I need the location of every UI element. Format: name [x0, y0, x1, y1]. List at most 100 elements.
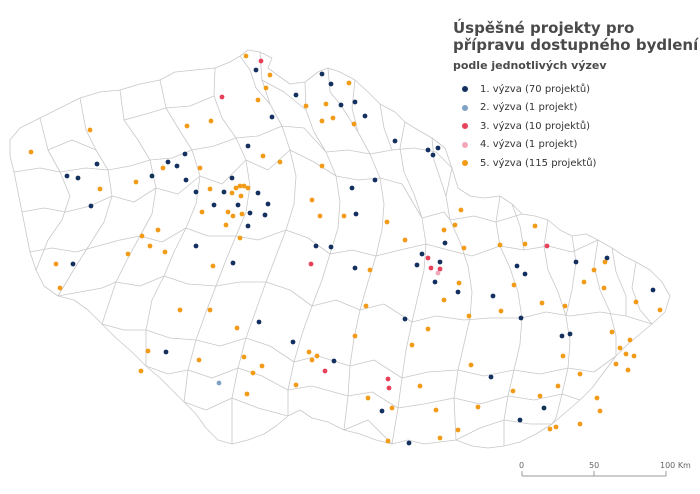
vyzva5-point: [241, 183, 247, 189]
vyzva5-point: [277, 159, 283, 165]
vyzva5-point: [522, 241, 528, 247]
vyzva3-point: [437, 266, 443, 272]
vyzva5-point: [351, 121, 357, 127]
vyzva5-point: [239, 211, 245, 217]
vyzva5-point: [177, 307, 183, 313]
vyzva1-point: [490, 293, 496, 299]
vyzva1-point: [372, 177, 378, 183]
legend-dot-icon: [462, 141, 468, 148]
legend-item-vyzva4: 4. výzva (1 projekt): [462, 136, 596, 155]
vyzva5-point: [319, 163, 325, 169]
vyzva5-point: [433, 407, 439, 413]
vyzva1-points: [64, 67, 656, 446]
vyzva5-point: [562, 303, 568, 309]
vyzva5-point: [601, 285, 607, 291]
vyzva5-point: [267, 72, 273, 78]
vyzva3-point: [219, 94, 225, 100]
legend-item-vyzva2: 2. výzva (1 projekt): [462, 99, 596, 118]
scale-bar: 0 50 100 Km: [519, 461, 691, 477]
vyzva5-point: [631, 353, 637, 359]
vyzva1-point: [406, 440, 412, 446]
vyzva5-point: [452, 222, 458, 228]
vyzva5-point: [363, 303, 369, 309]
vyzva3-points: [219, 58, 550, 391]
vyzva1-point: [211, 202, 217, 208]
vyzva3-point: [428, 265, 434, 271]
vyzva5-point: [437, 435, 443, 441]
vyzva5-point: [197, 165, 203, 171]
vyzva5-point: [245, 185, 251, 191]
vyzva5-point: [597, 408, 603, 414]
vyzva3-point: [322, 368, 328, 374]
vyzva5-point: [196, 357, 202, 363]
legend-dot-icon: [462, 160, 468, 167]
vyzva1-point: [328, 244, 334, 250]
vyzva1-point: [293, 92, 299, 98]
vyzva5-point: [207, 307, 213, 313]
vyzva1-point: [573, 259, 579, 265]
vyzva1-point: [253, 67, 259, 73]
vyzva5-point: [133, 179, 139, 185]
vyzva5-point: [555, 383, 561, 389]
vyzva1-point: [442, 240, 448, 246]
vyzva5-point: [341, 213, 347, 219]
vyzva5-point: [425, 326, 431, 332]
vyzva3-point: [425, 255, 431, 261]
vyzva1-point: [567, 331, 573, 337]
vyzva5-point: [145, 348, 151, 354]
vyzva1-point: [514, 263, 520, 269]
vyzva5-point: [237, 235, 243, 241]
vyzva1-point: [604, 255, 610, 261]
vyzva5-point: [28, 149, 34, 155]
vyzva5-point: [510, 388, 516, 394]
legend-item-vyzva5: 5. výzva (115 projektů): [462, 154, 596, 173]
vyzva5-point: [402, 237, 408, 243]
scale-label-0: 0: [519, 461, 524, 470]
vyzva1-point: [269, 114, 275, 120]
vyzva1-point: [518, 315, 524, 321]
vyzva5-point: [243, 53, 249, 59]
vyzva5-point: [441, 297, 447, 303]
vyzva1-point: [247, 210, 253, 216]
legend: 1. výzva (70 projektů) 2. výzva (1 proje…: [462, 80, 596, 173]
vyzva5-point: [147, 243, 153, 249]
legend-label: 3. výzva (10 projektů): [480, 120, 591, 132]
vyzva5-point: [87, 127, 93, 133]
vyzva5-point: [532, 223, 538, 229]
vyzva1-point: [193, 243, 199, 249]
vyzva5-point: [263, 85, 269, 91]
vyzva5-point: [560, 353, 566, 359]
vyzva1-point: [379, 408, 385, 414]
vyzva5-point: [384, 219, 390, 225]
vyzva1-point: [64, 173, 70, 179]
vyzva5-point: [613, 361, 619, 367]
vyzva5-point: [260, 153, 266, 159]
vyzva5-point: [627, 337, 633, 343]
vyzva5-point: [230, 213, 236, 219]
map-title: Úspěšné projekty pro přípravu dostupného…: [453, 20, 698, 54]
vyzva5-point: [199, 209, 205, 215]
vyzva5-point: [352, 333, 358, 339]
vyzva5-point: [456, 280, 462, 286]
vyzva5-point: [223, 222, 229, 228]
vyzva5-point: [210, 263, 216, 269]
vyzva1-point: [559, 333, 565, 339]
vyzva1-point: [245, 143, 251, 149]
vyzva1-point: [437, 259, 443, 265]
vyzva5-point: [138, 368, 144, 374]
vyzva1-point: [402, 316, 408, 322]
vyzva1-point: [221, 189, 227, 195]
vyzva1-point: [290, 339, 296, 345]
vyzva5-point: [468, 362, 474, 368]
vyzva5-point: [441, 227, 447, 233]
vyzva3-point: [386, 385, 392, 391]
vyzva5-point: [537, 393, 543, 399]
vyzva5-point: [389, 405, 395, 411]
vyzva1-point: [435, 145, 441, 151]
country-border: [9, 49, 671, 449]
vyzva5-point: [577, 421, 583, 427]
vyzva2-point: [216, 380, 222, 386]
vyzva1-point: [313, 243, 319, 249]
legend-label: 5. výzva (115 projektů): [480, 157, 597, 169]
